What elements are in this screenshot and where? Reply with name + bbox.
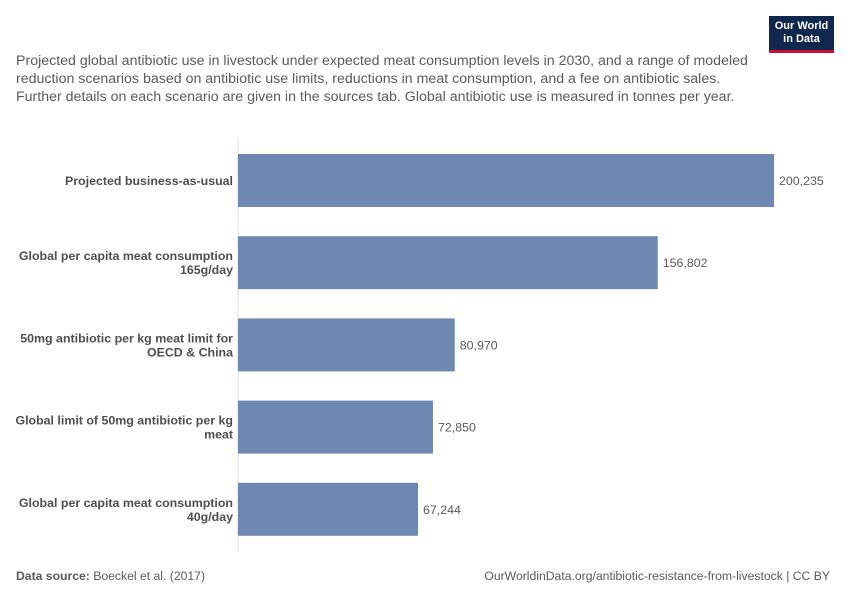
logo-line-2: in Data	[783, 33, 820, 45]
source-url[interactable]: OurWorldinData.org/antibiotic-resistance…	[484, 569, 830, 583]
value-label-2: 80,970	[460, 338, 498, 352]
bar-3[interactable]	[238, 400, 434, 454]
value-label-4: 67,244	[423, 503, 461, 517]
bar-4[interactable]	[238, 482, 419, 536]
category-label-0: Projected business-as-usual	[65, 174, 233, 188]
category-label-2: 50mg antibiotic per kg meat limit for OEC…	[20, 331, 233, 359]
data-source-label: Data source:	[16, 569, 90, 583]
data-source: Data source: Boeckel et al. (2017)	[16, 569, 205, 583]
category-label-4: Global per capita meat consumption 40g/da…	[19, 496, 233, 524]
bar-1[interactable]	[238, 236, 658, 290]
logo-line-1: Our World	[774, 20, 829, 32]
data-source-value[interactable]: Boeckel et al. (2017)	[93, 569, 206, 583]
category-label-3: Global limit of 50mg antibiotic per kg me…	[15, 414, 233, 442]
value-label-3: 72,850	[438, 421, 476, 435]
bar-2[interactable]	[238, 318, 455, 372]
value-label-0: 200,235	[779, 174, 824, 188]
owid-logo[interactable]: Our World in Data	[769, 16, 834, 53]
category-label-1: Global per capita meat consumption 165g/d…	[19, 249, 233, 277]
chart-subtitle: Projected global antibiotic use in lives…	[16, 53, 748, 105]
value-label-1: 156,802	[663, 256, 708, 270]
bar-0[interactable]	[238, 154, 774, 207]
